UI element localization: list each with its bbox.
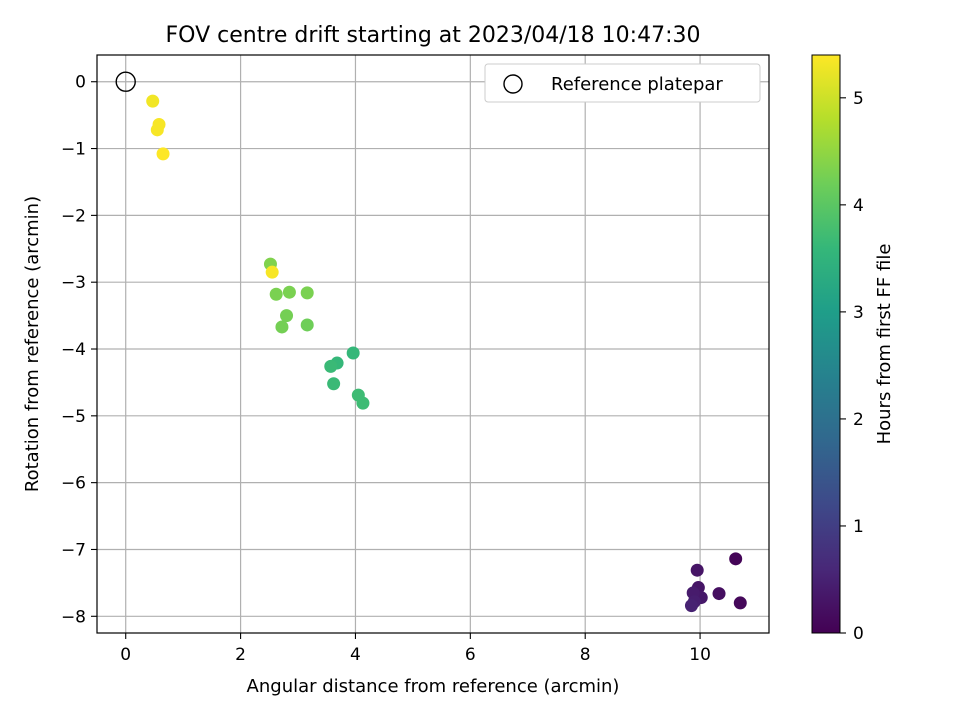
legend-marker-icon xyxy=(503,74,523,94)
data-point xyxy=(300,318,314,332)
data-point xyxy=(327,377,341,391)
data-point xyxy=(269,287,283,301)
plot-frame xyxy=(96,54,770,634)
data-point xyxy=(712,587,726,601)
y-tick-label: −5 xyxy=(61,407,86,427)
x-tick-label: 6 xyxy=(465,645,476,665)
colorbar-ticks: 0 1 2 3 4 5 xyxy=(840,89,864,644)
x-axis-label: Angular distance from reference (arcmin) xyxy=(247,676,620,697)
colorbar-tick-label: 1 xyxy=(853,517,864,537)
y-tick-label: −2 xyxy=(61,206,86,226)
data-point xyxy=(684,599,698,613)
x-tick-label: 10 xyxy=(689,645,711,665)
legend-box xyxy=(484,63,761,103)
x-tick-label: 2 xyxy=(235,645,246,665)
x-tick-label: 0 xyxy=(120,645,131,665)
colorbar-tick-label: 2 xyxy=(853,410,864,430)
data-point xyxy=(265,265,279,279)
data-point xyxy=(733,596,747,610)
colorbar-tick-label: 5 xyxy=(853,89,864,109)
data-point xyxy=(690,563,704,577)
y-tick-label: −1 xyxy=(61,140,86,160)
x-tick-label: 8 xyxy=(580,645,591,665)
y-tick-label: −3 xyxy=(61,273,86,293)
data-point xyxy=(282,285,296,299)
colorbar-tick-label: 0 xyxy=(853,624,864,644)
legend-label: Reference platepar xyxy=(551,74,723,95)
colorbar-tick-label: 4 xyxy=(853,196,864,216)
y-tick-label: −8 xyxy=(61,607,86,627)
data-point xyxy=(300,286,314,300)
y-tick-label: −6 xyxy=(61,474,86,494)
data-point xyxy=(146,94,160,108)
reference-marker xyxy=(115,71,136,92)
y-axis-ticks: 0 −1 −2 −3 −4 −5 −6 −7 −8 xyxy=(61,73,97,627)
data-point xyxy=(356,396,370,410)
y-axis-label: Rotation from reference (arcmin) xyxy=(22,196,43,492)
y-tick-label: −7 xyxy=(61,540,86,560)
data-point xyxy=(150,123,164,137)
data-point xyxy=(156,147,170,161)
data-points xyxy=(146,94,747,613)
x-tick-label: 4 xyxy=(350,645,361,665)
y-tick-label: −4 xyxy=(61,340,86,360)
colorbar: 0 1 2 3 4 5 Hours from first FF file xyxy=(811,54,895,644)
y-tick-label: 0 xyxy=(75,73,86,93)
data-point xyxy=(275,320,289,334)
data-point xyxy=(346,346,360,360)
colorbar-gradient xyxy=(811,54,841,634)
legend: Reference platepar xyxy=(484,63,761,103)
data-point xyxy=(729,552,743,566)
colorbar-label: Hours from first FF file xyxy=(874,244,895,445)
reference-point xyxy=(115,71,136,92)
data-point xyxy=(280,309,294,323)
colorbar-tick-label: 3 xyxy=(853,303,864,323)
x-axis-ticks: 0 2 4 6 8 10 xyxy=(120,633,711,665)
grid xyxy=(97,55,769,633)
data-point xyxy=(324,359,338,373)
chart-title: FOV centre drift starting at 2023/04/18 … xyxy=(166,23,701,48)
